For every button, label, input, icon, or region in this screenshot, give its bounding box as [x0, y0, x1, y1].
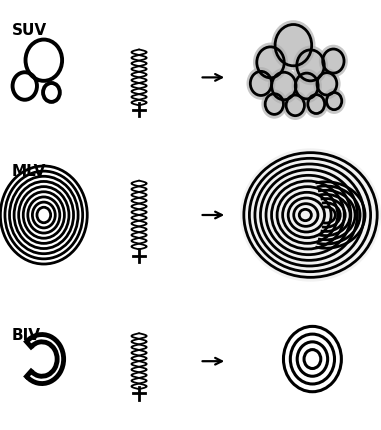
Circle shape: [293, 46, 328, 85]
Circle shape: [268, 68, 300, 104]
Text: SUV: SUV: [11, 23, 46, 37]
Circle shape: [282, 91, 308, 120]
Ellipse shape: [240, 148, 381, 282]
Circle shape: [291, 69, 322, 103]
Text: BIV: BIV: [11, 328, 40, 343]
Circle shape: [323, 88, 346, 114]
Text: MLV: MLV: [11, 165, 46, 179]
Circle shape: [247, 67, 275, 100]
Circle shape: [319, 45, 348, 77]
Circle shape: [271, 20, 315, 70]
Circle shape: [313, 68, 341, 99]
Circle shape: [261, 89, 287, 119]
Circle shape: [253, 43, 288, 82]
Circle shape: [304, 90, 328, 118]
